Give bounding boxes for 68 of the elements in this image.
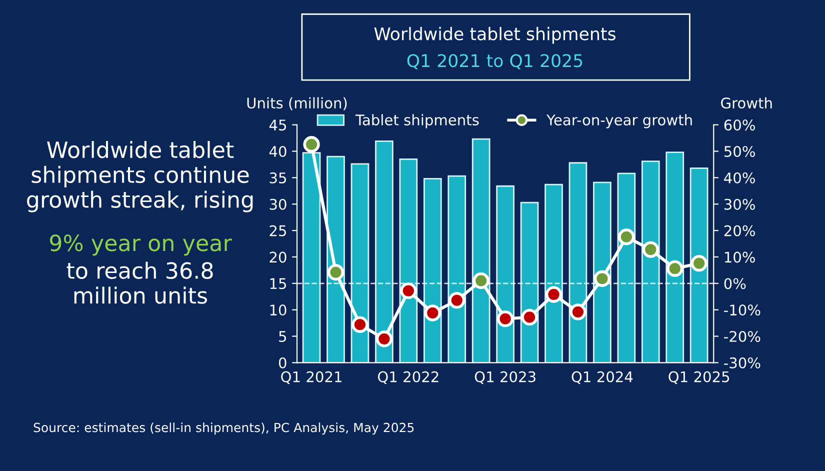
point <box>327 264 344 281</box>
y2-tick-label: -30% <box>724 357 760 368</box>
point <box>521 308 538 326</box>
y-tick-label: 25 <box>270 225 286 236</box>
bar <box>666 152 684 363</box>
y2-tick-label: 10% <box>724 252 755 263</box>
bar <box>520 202 539 363</box>
y2-tick-label: 30% <box>724 198 755 210</box>
y2-tick-label: -10% <box>724 304 760 316</box>
y2-tick-label: 40% <box>724 172 755 184</box>
point <box>424 304 441 322</box>
y-tick-label: 10 <box>270 304 286 316</box>
bar <box>350 163 370 363</box>
bar <box>641 160 660 363</box>
y2-tick-label: 20% <box>724 225 755 236</box>
point <box>666 260 684 277</box>
text: Worldwide tablet shipments continue growth streak, rising <box>27 140 253 212</box>
y-tick-label: 35 <box>270 172 286 184</box>
y2-tick-label: -20% <box>724 330 760 342</box>
point <box>642 241 659 258</box>
y-axis-title: Units (million) <box>247 97 347 110</box>
chart-title: Worldwide tablet shipments <box>374 26 616 44</box>
point <box>352 316 368 333</box>
y2-tick-label: 50% <box>724 146 755 157</box>
y2-axis-title: Growth <box>721 97 772 109</box>
legend-label: Year-on-year growth <box>546 114 692 128</box>
bar <box>568 162 588 363</box>
bar <box>617 172 636 363</box>
y2-tick-label: 0% <box>724 278 746 290</box>
x-tick-label: Q1 2023 <box>474 371 536 384</box>
bar <box>544 184 563 363</box>
source-note: Source: estimates (sell-in shipments), PC Analysis, May 2025 <box>34 422 414 435</box>
point <box>376 330 393 348</box>
y-tick-label: 0 <box>278 357 286 368</box>
bar <box>472 138 490 363</box>
bar <box>690 167 708 363</box>
point <box>400 282 417 300</box>
bar <box>375 140 394 363</box>
y-tick-label: 45 <box>269 120 286 131</box>
point <box>448 292 466 309</box>
y-tick-label: 40 <box>269 146 286 157</box>
y-tick-label: 30 <box>270 198 286 210</box>
bar <box>302 152 321 363</box>
x-tick-label: Q1 2021 <box>281 371 342 384</box>
point <box>594 270 611 287</box>
y2-tick-label: 60% <box>724 120 755 131</box>
bar <box>423 178 442 363</box>
point <box>472 272 490 290</box>
chart-subtitle: Q1 2021 to Q1 2025 <box>407 54 582 70</box>
x-tick-label: Q1 2025 <box>668 371 730 384</box>
legend-label: Tablet shipments <box>355 114 479 128</box>
text: 9% year on year <box>50 234 232 256</box>
point <box>690 254 708 272</box>
text: to reach 36.8 million units <box>66 262 213 304</box>
x-tick-label: Q1 2024 <box>572 371 633 384</box>
bar <box>448 175 466 363</box>
bar <box>593 182 612 363</box>
point <box>570 304 586 320</box>
point <box>545 286 562 303</box>
x-tick-label: Q1 2022 <box>378 371 438 384</box>
point <box>303 136 320 153</box>
y-tick-label: 20 <box>270 252 286 263</box>
y-tick-label: 15 <box>270 278 286 290</box>
point <box>618 228 635 246</box>
y-tick-label: 5 <box>279 331 286 342</box>
bar <box>399 158 418 363</box>
bar <box>496 185 514 363</box>
point <box>496 310 514 328</box>
